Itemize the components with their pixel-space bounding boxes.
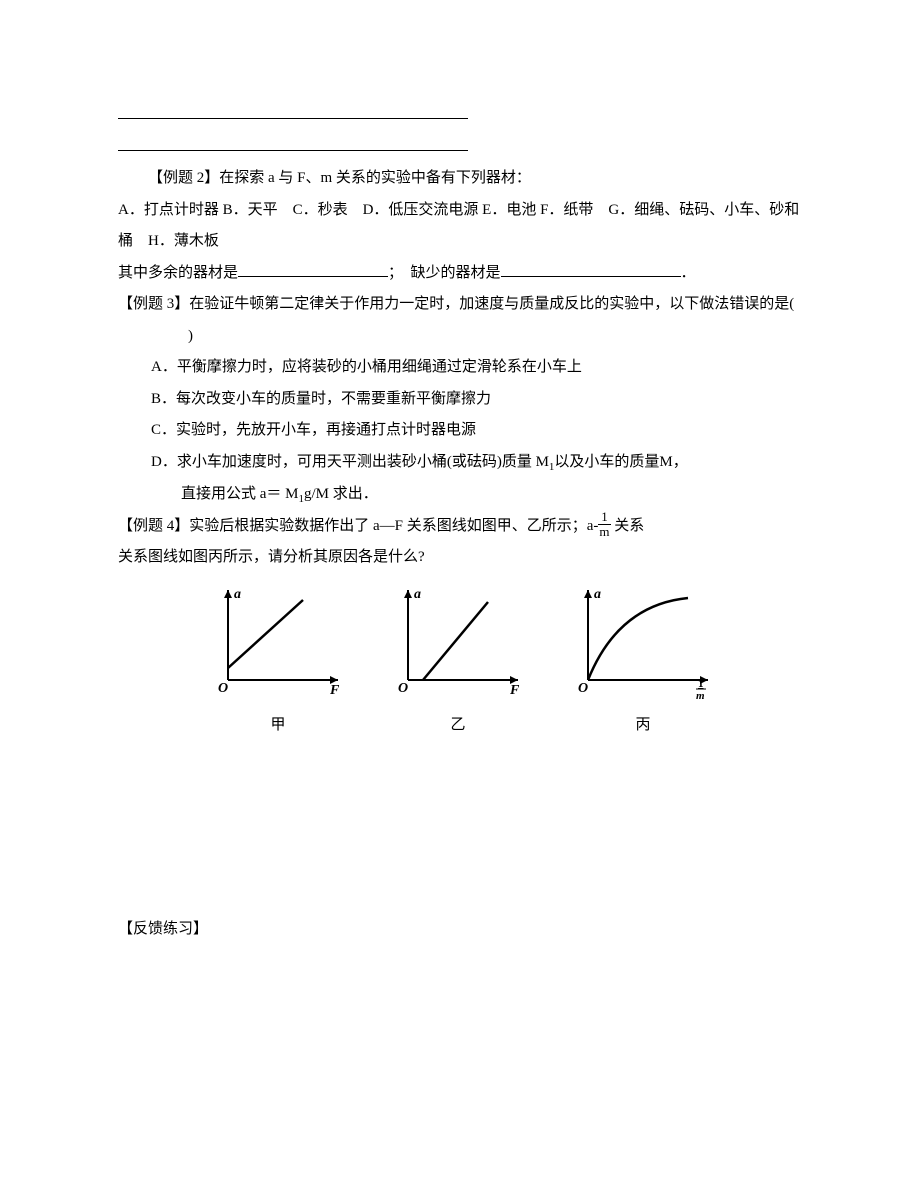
svg-text:O: O [398, 681, 408, 696]
ex3-title: 【例题 3】在验证牛顿第二定律关于作用力一定时，加速度与质量成反比的实验中，以下… [118, 289, 802, 352]
fill-line-2 [118, 132, 802, 164]
svg-text:F: F [509, 683, 520, 698]
ex3-title-suffix: ) [188, 328, 193, 344]
ex2-q-prefix: 其中多余的器材是 [118, 265, 238, 281]
svg-text:m: m [696, 690, 705, 700]
svg-text:a: a [414, 587, 421, 602]
graph-bing-caption: 丙 [548, 716, 718, 734]
svg-text:a: a [594, 587, 601, 602]
svg-text:1: 1 [698, 678, 704, 690]
ex3-d-part1: D．求小车加速度时，可用天平测出装砂小桶(或砝码)质量 M [151, 454, 549, 470]
svg-text:O: O [218, 681, 228, 696]
ex2-q-suffix: ． [681, 265, 696, 281]
graph-yi: O a F 乙 [368, 580, 528, 735]
graph-jia-svg: O a F [188, 580, 348, 700]
ex3-option-a: A．平衡摩擦力时，应将装砂的小桶用细绳通过定滑轮系在小车上 [118, 352, 802, 384]
ex3-d-part4: g/M 求出． [304, 486, 378, 502]
ex3-d-part2: 以及小车的质量M， [554, 454, 687, 470]
ex3-option-b: B．每次改变小车的质量时，不需要重新平衡摩擦力 [118, 384, 802, 416]
graph-bing-svg: O a 1 m [548, 580, 718, 700]
ex2-options: A．打点计时器 B．天平 C．秒表 D．低压交流电源 E．电池 F．纸带 G．细… [118, 195, 802, 258]
svg-text:F: F [329, 683, 340, 698]
ex4-part1: 【例题 4】实验后根据实验数据作出了 a—F 关系图线如图甲、乙所示；a- [118, 518, 598, 534]
ex3-option-d: D．求小车加速度时，可用天平测出装砂小桶(或砝码)质量 M1以及小车的质量M， [118, 447, 802, 479]
ex2-q-mid: ； 缺少的器材是 [388, 265, 501, 281]
graph-yi-caption: 乙 [368, 716, 528, 734]
graph-jia: O a F 甲 [188, 580, 348, 735]
graphs-row: O a F 甲 O a F 乙 O a 1 m [188, 580, 802, 735]
svg-text:a: a [234, 587, 241, 602]
fill-line-1 [118, 100, 802, 132]
ex3-d-part3: 直接用公式 a＝ M [181, 486, 299, 502]
ex2-question: 其中多余的器材是 ； 缺少的器材是 ． [118, 258, 802, 290]
ex2-blank-1[interactable] [238, 261, 388, 277]
ex3-title-text: 【例题 3】在验证牛顿第二定律关于作用力一定时，加速度与质量成反比的实验中，以下… [118, 296, 794, 312]
svg-text:O: O [578, 681, 588, 696]
graph-yi-svg: O a F [368, 580, 528, 700]
ex2-blank-2[interactable] [501, 261, 681, 277]
graph-bing: O a 1 m 丙 [548, 580, 718, 735]
vertical-spacer [118, 734, 802, 914]
ex4-fraction: 1m [598, 510, 610, 538]
ex2-title: 【例题 2】在探索 a 与 F、m 关系的实验中备有下列器材： [118, 163, 802, 195]
ex4-text: 【例题 4】实验后根据实验数据作出了 a—F 关系图线如图甲、乙所示；a-1m … [118, 511, 802, 543]
feedback-title: 【反馈练习】 [118, 914, 802, 946]
graph-jia-caption: 甲 [188, 716, 348, 734]
ex4-text-2: 关系图线如图丙所示，请分析其原因各是什么? [118, 542, 802, 574]
ex3-option-c: C．实验时，先放开小车，再接通打点计时器电源 [118, 415, 802, 447]
ex3-option-d-line2: 直接用公式 a＝ M1g/M 求出． [118, 479, 802, 511]
